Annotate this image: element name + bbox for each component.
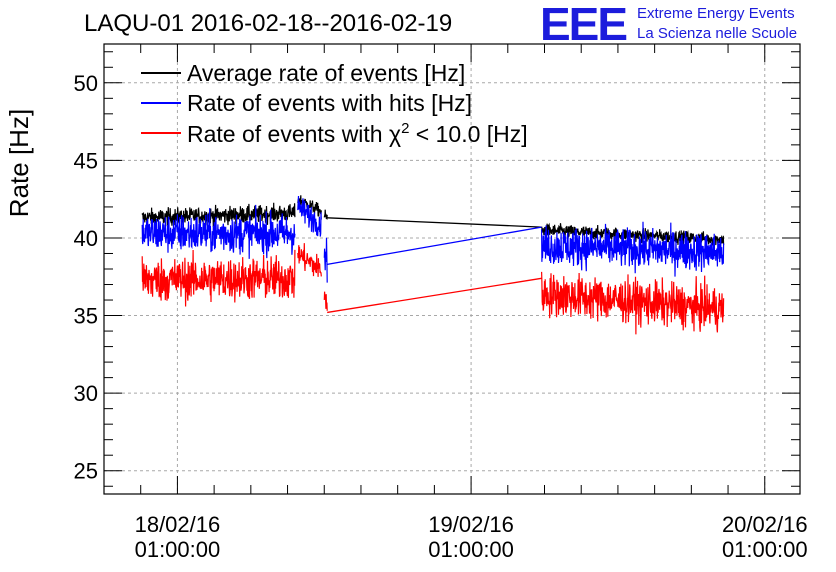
axes [103,43,801,495]
gap-link-chi2 [327,277,542,314]
y-tick-label: 35 [74,304,98,329]
series-line-chi2 [297,243,322,277]
legend: Average rate of events [Hz] Rate of even… [141,60,528,147]
eee-logo: EEE Extreme Energy Events La Scienza nel… [540,0,797,50]
logo-letters: EEE [540,0,626,50]
y-tick-label: 45 [74,148,98,173]
series-line-chi2 [323,291,328,311]
series-line-avg [323,209,328,220]
x-tick-time: 01:00:00 [428,537,514,562]
y-tick-label: 40 [74,226,98,251]
series-avg [141,195,725,246]
logo-line-2: La Scienza nelle Scuole [637,25,797,42]
series-line-avg [541,222,725,246]
gap-link-avg [327,217,542,228]
y-tick-label: 30 [74,381,98,406]
plot-frame [103,43,801,495]
series-line-chi2 [541,271,725,335]
series-line-hits [541,221,725,277]
x-tick-date: 19/02/16 [428,512,514,537]
series-line-avg [141,202,296,229]
tick-labels: 25303540455018/02/1601:00:0019/02/1601:0… [74,71,808,562]
series-chi2 [141,243,725,335]
series-line-hits [297,195,322,237]
x-tick-time: 01:00:00 [722,537,808,562]
series-line-hits [323,237,328,283]
legend-label-chi2: Rate of events with χ2 < 10.0 [Hz] [187,120,528,147]
series-line-chi2 [141,249,296,307]
x-tick-date: 20/02/16 [722,512,808,537]
logo-line-1: Extreme Energy Events [637,5,795,22]
gap-link-hits [327,226,542,265]
y-tick-label: 50 [74,71,98,96]
series-line-hits [141,204,296,259]
y-tick-label: 25 [74,459,98,484]
y-axis-title: Rate [Hz] [4,109,34,217]
legend-label-avg: Average rate of events [Hz] [187,60,465,86]
legend-label-hits: Rate of events with hits [Hz] [187,90,472,116]
series-hits [141,195,725,283]
x-tick-date: 18/02/16 [135,512,221,537]
chart-title: LAQU-01 2016-02-18--2016-02-19 [84,10,452,37]
series-line-avg [297,195,322,217]
x-tick-time: 01:00:00 [135,537,221,562]
data-series [141,195,725,335]
